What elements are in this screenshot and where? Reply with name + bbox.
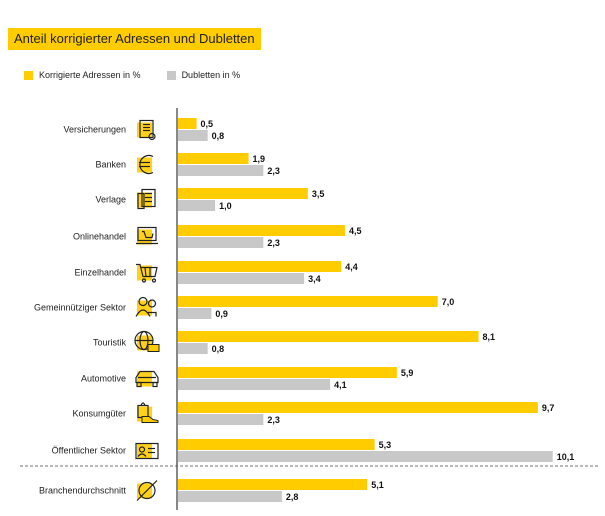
value-label: 4,5 (349, 226, 362, 236)
bar-dubletten (178, 237, 264, 248)
bar-korrigiert (178, 225, 345, 236)
value-label: 0,5 (201, 119, 214, 129)
value-label: 7,0 (442, 297, 455, 307)
value-label: 8,1 (483, 332, 496, 342)
bar-korrigiert (178, 479, 368, 490)
shopping-cart-icon (136, 263, 158, 283)
bar-dubletten (178, 379, 331, 390)
bar-dubletten (178, 308, 212, 319)
bar-korrigiert (178, 296, 438, 307)
value-label: 2,3 (267, 415, 280, 425)
value-label: 4,1 (334, 380, 347, 390)
category-label: Versicherungen (63, 125, 126, 135)
car-icon (135, 370, 159, 388)
bar-korrigiert (178, 439, 375, 450)
value-label: 3,4 (308, 274, 321, 284)
bar-dubletten (178, 273, 305, 284)
value-label: 2,8 (286, 492, 299, 502)
value-label: 9,7 (542, 403, 555, 413)
category-label: Branchendurchschnitt (39, 486, 127, 496)
category-label: Einzelhandel (74, 268, 126, 278)
id-card-icon (135, 442, 159, 460)
bar-dubletten (178, 165, 264, 176)
value-label: 2,3 (267, 166, 280, 176)
people-icon (135, 296, 157, 317)
value-label: 2,3 (267, 238, 280, 248)
category-label: Verlage (95, 195, 126, 205)
value-label: 5,1 (371, 480, 384, 490)
bar-dubletten (178, 200, 216, 211)
legend-label-korrigiert: Korrigierte Adressen in % (39, 70, 141, 80)
value-label: 5,3 (379, 440, 392, 450)
value-label: 4,4 (345, 262, 358, 272)
category-label: Gemeinnütziger Sektor (34, 303, 126, 313)
category-label: Touristik (93, 338, 127, 348)
shoe-bag-icon (137, 402, 159, 423)
category-label: Automotive (81, 374, 126, 384)
bar-korrigiert (178, 402, 538, 413)
newspaper-icon (137, 188, 156, 210)
bar-korrigiert (178, 188, 308, 199)
euro-icon (137, 154, 154, 175)
bar-korrigiert (178, 367, 397, 378)
bar-dubletten (178, 414, 264, 425)
value-label: 3,5 (312, 189, 325, 199)
legend-label-dubletten: Dubletten in % (181, 70, 241, 80)
value-label: 0,8 (212, 131, 225, 141)
legend: Korrigierte Adressen in % Dubletten in % (24, 70, 266, 80)
legend-item-dubletten: Dubletten in % (166, 70, 241, 80)
globe-ticket-icon (134, 330, 160, 352)
value-label: 5,9 (401, 368, 414, 378)
value-label: 1,0 (219, 201, 232, 211)
bar-dubletten (178, 451, 553, 462)
bar-dubletten (178, 130, 208, 141)
legend-swatch-dubletten (166, 70, 176, 80)
category-label: Konsumgüter (72, 409, 126, 419)
category-label: Öffentlicher Sektor (52, 446, 126, 456)
value-label: 0,8 (212, 344, 225, 354)
bar-dubletten (178, 343, 208, 354)
category-label: Banken (95, 160, 126, 170)
legend-swatch-korrigiert (24, 70, 33, 80)
value-label: 10,1 (557, 452, 575, 462)
bar-korrigiert (178, 331, 479, 342)
value-label: 1,9 (252, 154, 265, 164)
bar-dubletten (178, 491, 282, 502)
chart-title: Anteil korrigierter Adressen und Dublett… (8, 28, 261, 50)
bar-korrigiert (178, 153, 249, 164)
certificate-icon (137, 119, 156, 141)
bar-korrigiert (178, 118, 197, 129)
value-label: 0,9 (215, 309, 228, 319)
bar-korrigiert (178, 261, 342, 272)
category-label: Onlinehandel (73, 232, 126, 242)
laptop-cart-icon (136, 226, 158, 245)
legend-item-korrigiert: Korrigierte Adressen in % (24, 70, 141, 80)
average-icon (136, 480, 158, 501)
